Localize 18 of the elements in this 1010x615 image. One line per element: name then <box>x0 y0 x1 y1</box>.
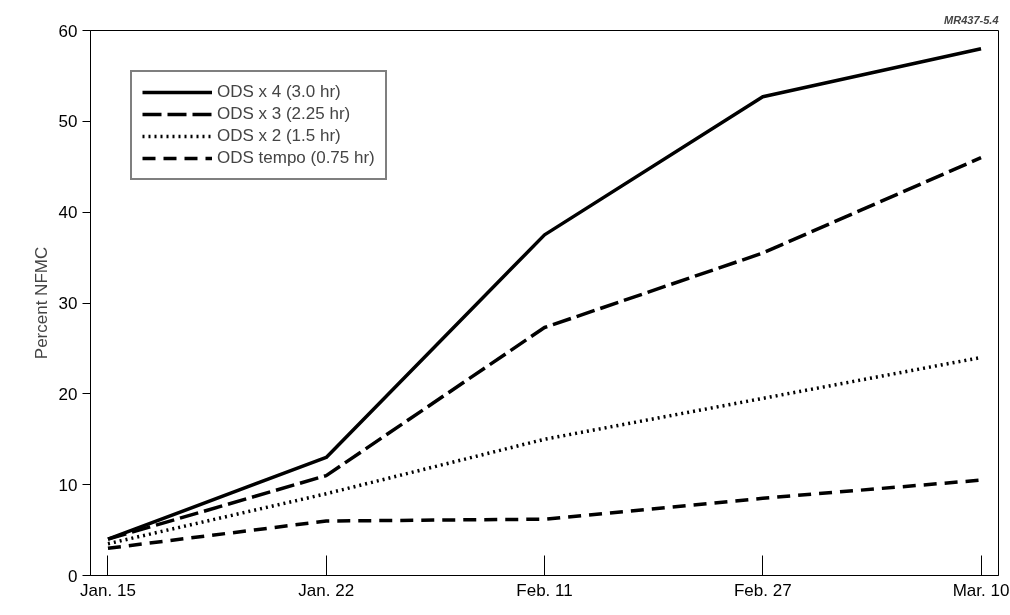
y-tick-label: 0 <box>68 566 78 586</box>
x-tick-label: Feb. 11 <box>516 580 573 600</box>
y-tick-label: 60 <box>58 21 78 41</box>
x-tick-label: Jan. 15 <box>80 580 136 600</box>
legend-label: ODS x 3 (2.25 hr) <box>217 104 351 124</box>
x-tick-label: Feb. 27 <box>733 580 792 600</box>
x-tick-label: Mar. 10 <box>952 580 1010 600</box>
y-axis-title: Percent NFMC <box>31 246 51 360</box>
text: MR437-5.4 <box>944 13 999 26</box>
x-tick-label: Jan. 22 <box>298 580 355 600</box>
y-tick-label: 50 <box>58 112 78 132</box>
y-tick-label: 30 <box>58 294 78 313</box>
y-tick-label: 40 <box>58 203 78 223</box>
legend-label: ODS x 4 (3.0 hr) <box>217 82 341 102</box>
y-tick-label: 20 <box>58 384 78 404</box>
legend-label: ODS x 2 (1.5 hr) <box>217 126 341 146</box>
y-tick-label: 10 <box>58 475 78 495</box>
legend-label: ODS tempo (0.75 hr) <box>217 148 375 168</box>
